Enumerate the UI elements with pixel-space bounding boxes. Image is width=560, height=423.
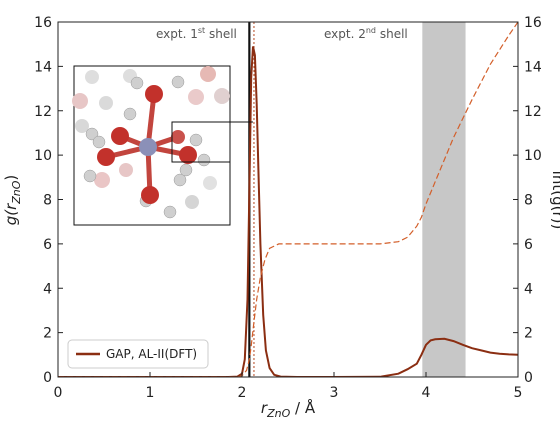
x-tick-label: 5 [514,385,523,401]
x-tick-label: 0 [54,385,63,401]
y-tick-label: 4 [43,281,52,297]
x-tick-label: 3 [330,385,339,401]
x-axis-label: rZnO / Å [261,398,316,420]
x-axis-ticks: 0 1 2 3 4 5 [54,372,523,401]
legend-box [67,339,209,369]
y-tick-label: 2 [43,326,52,342]
y2-tick-label: 8 [524,193,533,209]
y-tick-label: 10 [34,148,52,164]
x-tick-label: 4 [422,385,431,401]
y2-axis-label: int(g(r)) [549,171,560,230]
y2-tick-label: 2 [524,326,533,342]
annotation-second-shell: expt. 2nd shell [324,26,408,41]
y2-tick-label: 12 [524,104,542,120]
inset-molecule-image [72,65,253,226]
y2-tick-label: 6 [524,237,533,253]
y-axis-label: g(rZnO) [2,175,23,226]
expt-second-shell-band [422,22,466,377]
y-axis-ticks: 0 2 4 6 8 10 12 14 16 [34,15,63,386]
y2-axis-ticks: 0 2 4 6 8 10 12 14 16 [513,15,542,386]
y-tick-label: 12 [34,104,52,120]
molecule-drawing [72,66,230,219]
y-tick-label: 6 [43,237,52,253]
legend: GAP, AL-II(DFT) [67,339,209,369]
y2-tick-label: 10 [524,148,542,164]
y-tick-label: 16 [34,15,52,31]
legend-label: GAP, AL-II(DFT) [106,347,197,361]
series-line-int-gr [58,22,518,377]
x-tick-label: 2 [238,385,247,401]
y-tick-label: 8 [43,193,52,209]
y2-tick-label: 0 [524,370,533,386]
series-line-gr [58,46,518,377]
y2-tick-label: 4 [524,281,533,297]
y-tick-label: 14 [34,59,52,75]
x-tick-label: 1 [146,385,155,401]
annotation-first-shell: expt. 1st shell [156,26,237,41]
y2-tick-label: 14 [524,59,542,75]
y2-tick-label: 16 [524,15,542,31]
y-tick-label: 0 [43,370,52,386]
